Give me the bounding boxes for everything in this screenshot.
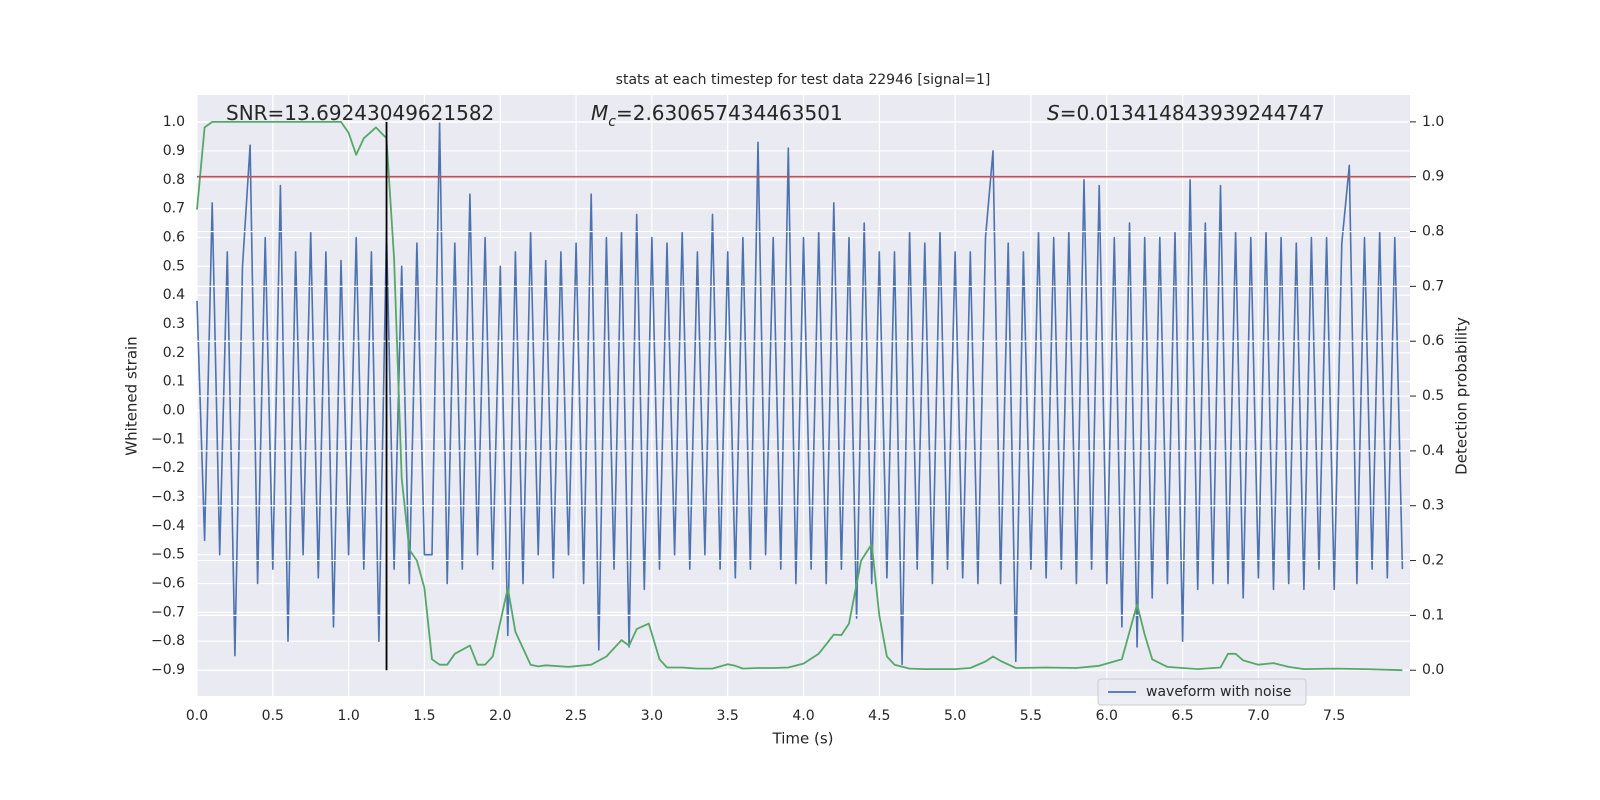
y2-tick-label: 0.8 (1422, 224, 1444, 240)
x-tick-label: 2.0 (489, 708, 511, 724)
x-tick-label: 6.0 (1096, 708, 1118, 724)
y2-tick-label: 0.7 (1422, 278, 1444, 294)
legend-box (1097, 678, 1307, 706)
x-tick-label: 5.0 (944, 708, 966, 724)
y-tick-label: 0.9 (163, 143, 185, 159)
annotation-part: S (1047, 101, 1060, 125)
y2-tick-label: 0.6 (1422, 333, 1444, 349)
annotation-part: =0.013414843939244747 (1060, 101, 1325, 125)
y-tick-label: 0.5 (163, 258, 185, 274)
y-axis-label: Whitened strain (123, 336, 141, 455)
x-tick-label: 4.0 (792, 708, 814, 724)
annotation: S=0.013414843939244747 (1047, 101, 1325, 125)
y-tick-label: 0.0 (163, 402, 185, 418)
y-tick-label: −0.8 (151, 633, 185, 649)
y-tick-label: −0.7 (151, 604, 185, 620)
annotation-part: SNR=13.69243049621582 (226, 101, 494, 125)
y-tick-label: 0.7 (163, 201, 185, 217)
x-tick-label: 6.5 (1171, 708, 1193, 724)
annotation-part: c (608, 114, 616, 130)
x-tick-label: 7.0 (1247, 708, 1269, 724)
y-tick-label: −0.4 (151, 518, 185, 534)
y2-tick-label: 0.5 (1422, 388, 1444, 404)
x-axis-label: Time (s) (772, 730, 834, 748)
y2-tick-label: 0.9 (1422, 169, 1444, 185)
y-tick-label: 0.4 (163, 287, 185, 303)
x-tick-label: 1.5 (413, 708, 435, 724)
y2-tick-label: 1.0 (1422, 114, 1444, 130)
annotation-part: =2.630657434463501 (616, 101, 843, 125)
x-tick-label: 5.5 (1020, 708, 1042, 724)
y-tick-label: −0.9 (151, 662, 185, 678)
legend-label: waveform with noise (1146, 684, 1291, 700)
y-tick-label: −0.3 (151, 489, 185, 505)
x-tick-label: 0.0 (186, 708, 208, 724)
x-tick-label: 3.5 (717, 708, 739, 724)
y2-tick-label: 0.4 (1422, 443, 1444, 459)
x-tick-label: 7.5 (1323, 708, 1345, 724)
y2-tick-label: 0.0 (1422, 662, 1444, 678)
y-tick-label: −0.6 (151, 576, 185, 592)
annotation: SNR=13.69243049621582 (226, 101, 494, 125)
y-tick-label: 0.3 (163, 316, 185, 332)
y2-tick-label: 0.2 (1422, 553, 1444, 569)
annotation: Mc=2.630657434463501 (591, 101, 843, 131)
y2-tick-label: 0.3 (1422, 498, 1444, 514)
x-tick-label: 2.5 (565, 708, 587, 724)
series-line (196, 121, 1403, 672)
x-tick-label: 1.0 (337, 708, 359, 724)
y-tick-label: −0.5 (151, 547, 185, 563)
y-tick-label: −0.1 (151, 431, 185, 447)
x-tick-label: 3.0 (641, 708, 663, 724)
y-tick-label: 0.1 (163, 374, 185, 390)
y-tick-label: 0.8 (163, 172, 185, 188)
y-tick-label: 0.2 (163, 345, 185, 361)
y-tick-label: −0.2 (151, 460, 185, 476)
chart-title: stats at each timestep for test data 229… (616, 72, 991, 88)
y2-tick-label: 0.1 (1422, 607, 1444, 623)
y-tick-label: 0.6 (163, 229, 185, 245)
x-tick-label: 4.5 (868, 708, 890, 724)
annotation-part: M (591, 101, 608, 125)
y-tick-label: 1.0 (163, 114, 185, 130)
series-line (196, 121, 1404, 666)
x-tick-label: 0.5 (262, 708, 284, 724)
y2-axis-label: Detection probability (1453, 317, 1471, 475)
